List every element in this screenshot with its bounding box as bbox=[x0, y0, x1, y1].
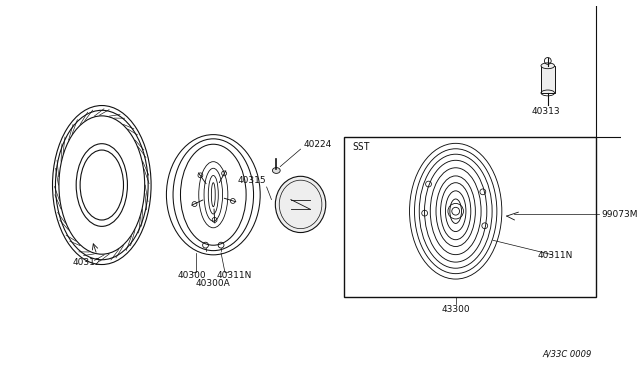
Text: 99073M: 99073M bbox=[601, 209, 637, 219]
Text: SST: SST bbox=[352, 142, 369, 152]
Bar bbox=[541, 66, 555, 93]
Text: A/33C 0009: A/33C 0009 bbox=[542, 350, 591, 359]
Bar bbox=[344, 137, 596, 296]
Text: 40300: 40300 bbox=[178, 271, 206, 280]
Text: 40311N: 40311N bbox=[217, 271, 252, 280]
Text: 40300A: 40300A bbox=[196, 279, 230, 288]
Text: 40315: 40315 bbox=[237, 176, 266, 185]
Ellipse shape bbox=[275, 176, 326, 232]
Text: 40313: 40313 bbox=[532, 107, 560, 116]
Text: 43300: 43300 bbox=[442, 305, 470, 314]
Text: 40312: 40312 bbox=[73, 257, 102, 266]
Text: 40224: 40224 bbox=[303, 140, 332, 149]
Text: 40311N: 40311N bbox=[538, 251, 573, 260]
Ellipse shape bbox=[541, 63, 555, 69]
Ellipse shape bbox=[273, 167, 280, 173]
